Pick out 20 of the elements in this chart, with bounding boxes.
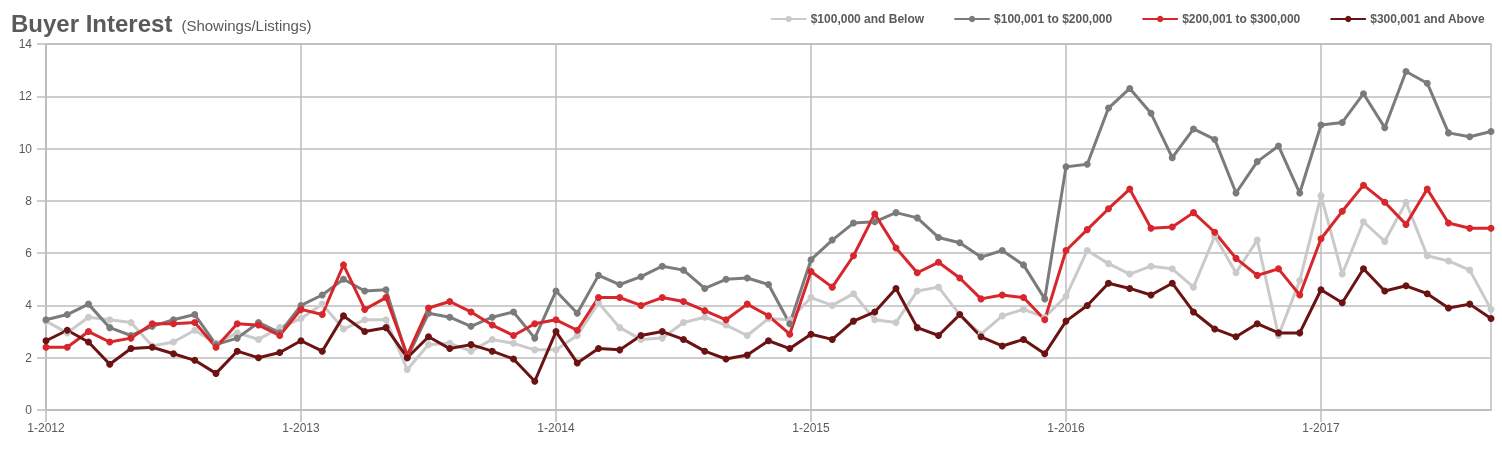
legend-label: $100,001 to $200,000	[994, 12, 1113, 26]
x-tick-label: 1-2013	[282, 421, 320, 435]
legend-label: $300,001 and Above	[1370, 12, 1485, 26]
y-tick-label: 6	[25, 246, 33, 261]
x-tick-label: 1-2012	[27, 421, 65, 435]
legend-label: $200,001 to $300,000	[1182, 12, 1301, 26]
y-tick-label: 4	[25, 298, 33, 313]
y-tick-label: 0	[25, 403, 33, 417]
x-tick-label: 1-2014	[537, 421, 575, 435]
chart-subtitle: (Showings/Listings)	[181, 17, 312, 34]
y-tick-label: 8	[25, 193, 33, 208]
legend-label: $100,000 and Below	[810, 12, 925, 26]
y-tick-label: 2	[25, 350, 33, 365]
chart-title: Buyer Interest	[11, 9, 173, 37]
x-tick-label: 1-2016	[1047, 421, 1085, 435]
y-tick-label: 10	[18, 141, 33, 156]
x-tick-label: 1-2017	[1302, 421, 1340, 435]
y-tick-label: 12	[18, 89, 33, 104]
y-tick-label: 14	[18, 37, 33, 51]
x-tick-label: 1-2015	[792, 421, 830, 435]
